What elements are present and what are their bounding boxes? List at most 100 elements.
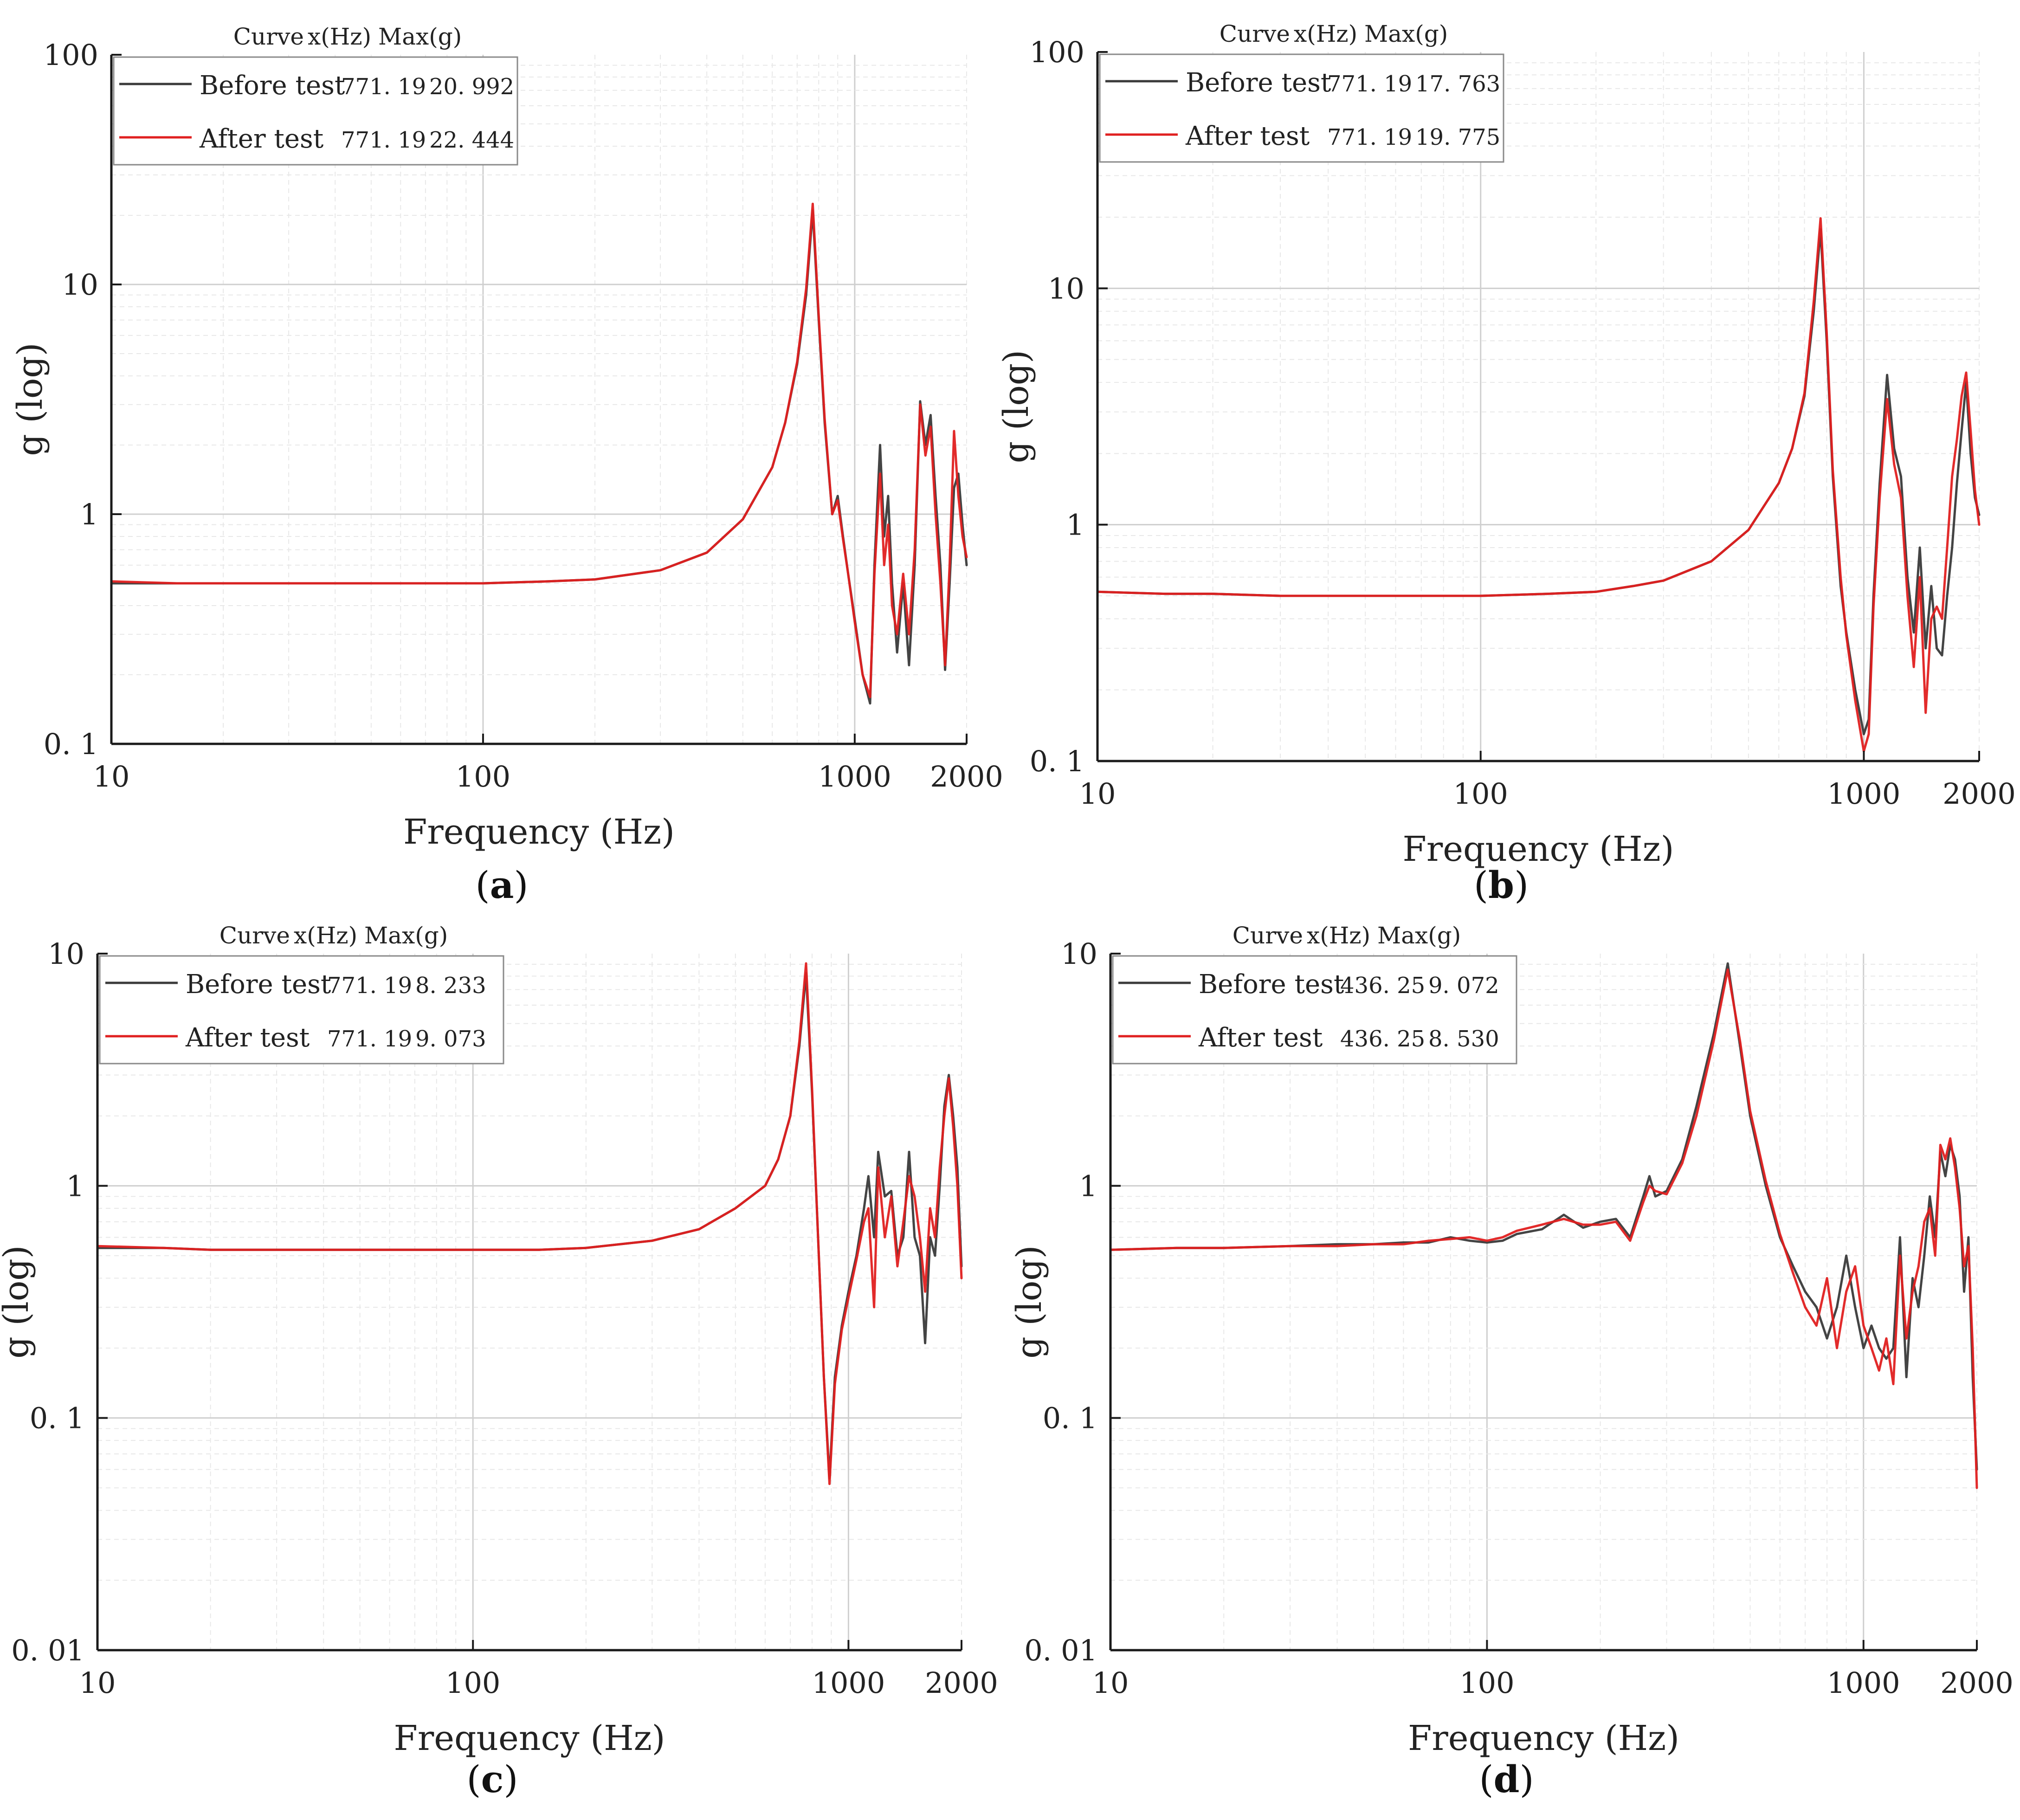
x-axis-title: Frequency (Hz) [403,812,675,852]
chart-panel-d: 10 100 1000 2000 0. 01 0. 1 1 10 Frequency (Hz) g… [1009,922,2014,1801]
x-tick-label: 1000 [1827,1666,1900,1700]
legend-header-curve: Curve [233,23,304,50]
panel-label: (b) [1474,863,1529,907]
panel-label: (c) [466,1757,518,1801]
plot-area [1110,954,1977,1650]
y-tick-label: 0. 1 [1030,744,1084,778]
y-tick-label: 0. 1 [44,727,98,761]
y-tick-label: 0. 01 [1024,1633,1097,1667]
legend-header-curve: Curve [1233,922,1303,949]
legend-max-value: 22. 444 [429,127,514,153]
legend-box [113,56,518,166]
y-tick-label: 1 [1079,1169,1097,1203]
y-tick-label: 10 [48,937,84,971]
x-tick-label: 1000 [812,1666,885,1700]
series-line-before-test [1109,962,1978,1471]
legend-header-max: Max(g) [1364,20,1448,47]
legend-box [1112,955,1517,1065]
x-tick-label: 2000 [925,1666,998,1700]
x-tick-label: 2000 [1943,777,2016,811]
legend-x-value: 771. 19 [327,1026,412,1052]
panel-label-close-paren: ) [503,1758,518,1801]
legend-max-value: 9. 073 [415,1026,486,1052]
legend-x-value: 436. 25 [1340,1026,1425,1052]
chart-panel-a: 10 100 1000 2000 0. 1 1 10 100 Frequency (Hz) g (… [10,23,1003,907]
legend-header-x: x(Hz) [1294,20,1357,47]
legend-x-value: 771. 19 [1327,71,1412,97]
x-tick-label: 1000 [818,760,891,794]
y-axis-title: g (log) [996,350,1036,463]
panel-label-open-paren: ( [1474,864,1488,907]
x-tick-label: 10 [93,760,130,794]
legend-label: After test [199,124,324,154]
y-tick-label: 10 [1061,937,1097,971]
chart-panel-c: 10 100 1000 2000 0. 01 0. 1 1 10 Frequency (Hz) g… [0,922,998,1801]
y-tick-label: 10 [1048,271,1084,305]
panel-label-letter: a [490,863,514,907]
y-axis-title: g (log) [10,342,50,456]
x-tick-label: 10 [1092,1666,1129,1700]
legend-max-value: 8. 233 [415,973,486,999]
legend-x-value: 771. 19 [1327,124,1412,150]
x-tick-label: 10 [79,1666,116,1700]
legend-x-value: 771. 19 [341,74,426,100]
x-axis-title: Frequency (Hz) [1408,1718,1679,1758]
panel-label-open-paren: ( [466,1758,481,1801]
x-tick-label: 100 [445,1666,500,1700]
series-line-after-test [1109,968,1978,1489]
series-line-after-test [1096,217,1981,753]
x-tick-label: 1000 [1827,777,1901,811]
y-axis-title: g (log) [1009,1245,1049,1358]
legend-max-value: 19. 775 [1415,124,1500,150]
x-axis-title: Frequency (Hz) [394,1718,665,1758]
legend-x-value: 436. 25 [1340,973,1425,999]
legend-label: Before test [1186,68,1331,98]
panel-label-close-paren: ) [1519,1758,1534,1801]
y-tick-label: 100 [44,38,98,72]
chart-panel-b: 10 100 1000 2000 0. 1 1 10 100 Frequency (Hz) g (… [996,20,2016,907]
legend-max-value: 8. 530 [1428,1026,1499,1052]
legend-label: After test [185,1023,310,1053]
panel-label-close-paren: ) [1514,864,1529,907]
panel-label-letter: c [481,1757,504,1801]
legend-header-max: Max(g) [378,23,462,50]
legend-box [1099,53,1504,163]
panel-label-letter: b [1488,863,1514,907]
y-tick-label: 1 [80,497,98,531]
legend-header-curve: Curve [1220,20,1290,47]
series-line-after-test [96,962,963,1485]
y-tick-label: 1 [1066,508,1084,542]
legend-max-value: 17. 763 [1415,71,1500,97]
x-tick-label: 2000 [1940,1666,2014,1700]
panel-label-letter: d [1494,1757,1520,1801]
x-tick-label: 2000 [930,760,1003,794]
series-line-after-test [110,202,968,698]
x-tick-label: 10 [1079,777,1116,811]
x-tick-label: 100 [1453,777,1508,811]
y-tick-label: 0. 1 [1043,1401,1097,1435]
x-tick-label: 100 [456,760,510,794]
x-axis-title: Frequency (Hz) [1402,829,1674,869]
y-tick-label: 0. 1 [30,1401,84,1435]
legend-header-curve: Curve [219,922,290,949]
panel-label-open-paren: ( [1479,1758,1493,1801]
y-tick-label: 10 [62,268,98,302]
panel-label-open-paren: ( [475,864,490,907]
plot-area [97,954,962,1650]
legend-label: After test [1198,1023,1323,1053]
legend-label: Before test [186,969,331,1000]
panel-label: (d) [1479,1757,1534,1801]
panel-label: (a) [475,863,528,907]
y-axis-title: g (log) [0,1245,36,1358]
legend-header-x: x(Hz) [294,922,357,949]
legend-header-x: x(Hz) [1307,922,1370,949]
legend-max-value: 9. 072 [1428,973,1499,999]
legend-label: Before test [1199,969,1344,1000]
x-tick-label: 100 [1459,1666,1514,1700]
legend-header-max: Max(g) [364,922,448,949]
legend-x-value: 771. 19 [327,973,412,999]
legend-label: Before test [200,71,345,101]
panel-label-close-paren: ) [514,864,528,907]
y-tick-label: 1 [66,1169,84,1203]
